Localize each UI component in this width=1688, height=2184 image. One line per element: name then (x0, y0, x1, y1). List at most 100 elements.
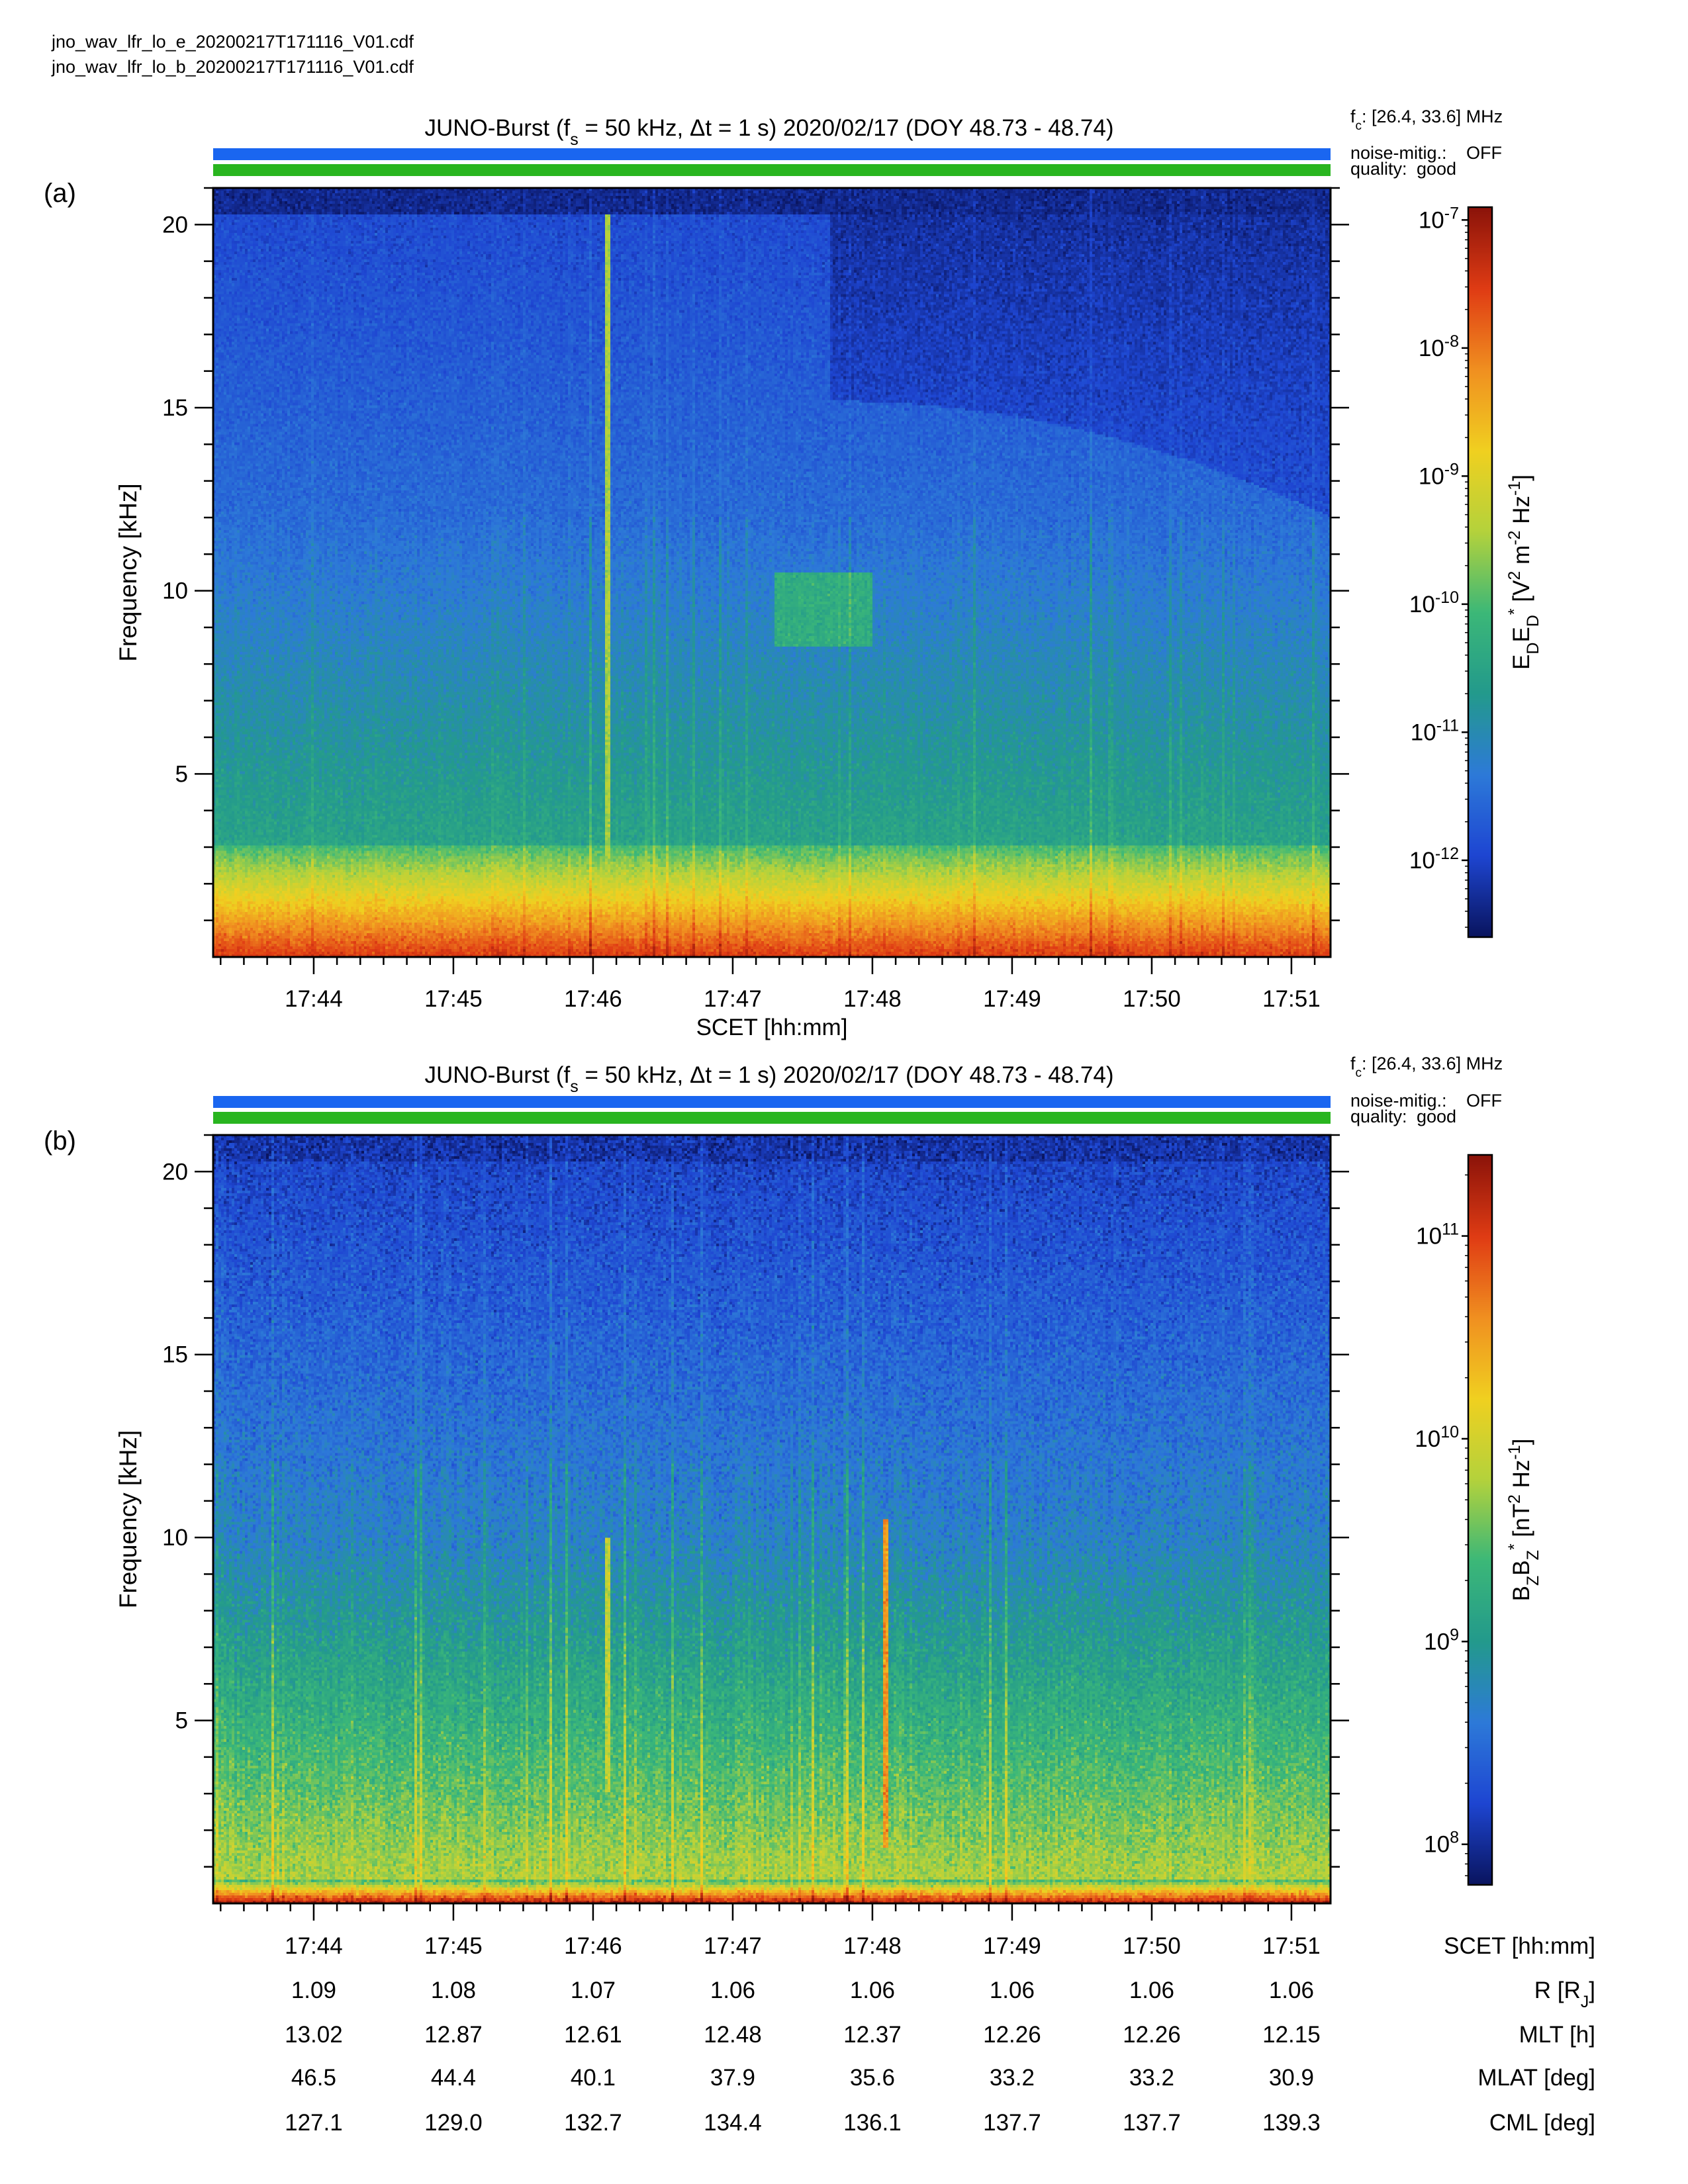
ephemeris-value: 12.37 (843, 2022, 902, 2048)
y-tick-label: 5 (175, 1708, 188, 1734)
ephemeris-value: 1.06 (850, 1978, 895, 2003)
x-tick-label: 17:51 (1262, 1933, 1321, 1959)
ephemeris-row-label: MLT [h] (1519, 2022, 1595, 2048)
noise-mitig-label: noise-mitig.: (1350, 1091, 1447, 1111)
ephemeris-value: 137.7 (1123, 2110, 1181, 2136)
y-tick-label: 10 (162, 578, 188, 604)
ephemeris-value: 1.09 (291, 1978, 336, 2003)
y-tick-label: 20 (162, 1159, 188, 1185)
ephemeris-value: 136.1 (843, 2110, 902, 2136)
ephemeris-value: 40.1 (571, 2065, 616, 2091)
quality-value: good (1417, 159, 1456, 179)
ephemeris-value: 12.48 (704, 2022, 762, 2048)
y-tick-label: 15 (162, 395, 188, 421)
ephemeris-row-label: MLAT [deg] (1477, 2065, 1595, 2091)
ephemeris-value: 1.06 (990, 1978, 1035, 2003)
ephemeris-value: 129.0 (424, 2110, 483, 2136)
ephemeris-value: 46.5 (291, 2065, 336, 2091)
file-name-e: jno_wav_lfr_lo_e_20200217T171116_V01.cdf (51, 32, 414, 52)
colorbar-tick-label: 10-12 (1409, 844, 1459, 874)
panel-label: (a) (44, 179, 76, 208)
noise-mitigation-bar (213, 1096, 1331, 1108)
ephemeris-value: 1.06 (1129, 1978, 1174, 2003)
plot-frame (212, 1134, 1332, 1905)
y-tick-label: 5 (175, 761, 188, 787)
quality-bar (213, 164, 1331, 176)
spectrogram-image (213, 1135, 1331, 1903)
noise-mitig-value: OFF (1466, 1091, 1502, 1111)
colorbar-tick-label: 1010 (1415, 1423, 1459, 1452)
ephemeris-value: 12.26 (983, 2022, 1041, 2048)
x-tick-label: 17:51 (1262, 986, 1321, 1012)
ephemeris-value: 13.02 (285, 2022, 343, 2048)
x-tick-label: 17:46 (564, 986, 622, 1012)
ephemeris-value: 12.15 (1262, 2022, 1321, 2048)
quality-label: quality: (1350, 1107, 1407, 1126)
noise-mitig-label: noise-mitig.: (1350, 143, 1447, 163)
x-tick-label: 17:48 (843, 986, 902, 1012)
ephemeris-value: 1.06 (710, 1978, 755, 2003)
x-tick-label: 17:44 (285, 1933, 343, 1959)
ephemeris-value: 12.26 (1123, 2022, 1181, 2048)
ephemeris-value: 1.06 (1269, 1978, 1314, 2003)
ephemeris-value: 44.4 (431, 2065, 476, 2091)
panel-title: JUNO-Burst (fs = 50 kHz, Δt = 1 s) 2020/… (425, 1062, 1114, 1096)
plot-frame (212, 187, 1332, 958)
y-axis-label: Frequency [kHz] (115, 1430, 142, 1608)
x-tick-label: 17:49 (983, 986, 1041, 1012)
colorbar-label: EDED* [V2 m-2 Hz-1] (1505, 475, 1542, 670)
ephemeris-value: 1.07 (571, 1978, 616, 2003)
ephemeris-value: 33.2 (1129, 2065, 1174, 2091)
ephemeris-value: 33.2 (990, 2065, 1035, 2091)
colorbar-label: BZBZ* [nT2 Hz-1] (1505, 1439, 1542, 1602)
ephemeris-row-label: CML [deg] (1489, 2110, 1595, 2136)
ephemeris-value: 12.61 (564, 2022, 622, 2048)
file-name-b: jno_wav_lfr_lo_b_20200217T171116_V01.cdf (51, 57, 414, 77)
colorbar-gradient (1468, 207, 1492, 937)
ephemeris-value: 35.6 (850, 2065, 895, 2091)
ephemeris-value: 12.87 (424, 2022, 483, 2048)
colorbar-tick-label: 1011 (1416, 1220, 1459, 1250)
y-axis-label: Frequency [kHz] (115, 483, 142, 661)
colorbar-tick-label: 108 (1424, 1829, 1459, 1858)
x-tick-label: 17:48 (843, 1933, 902, 1959)
y-tick-label: 20 (162, 212, 188, 238)
colorbar-tick-label: 10-11 (1411, 716, 1459, 745)
quality-value: good (1417, 1107, 1456, 1126)
panel-a: JUNO-Burst (fs = 50 kHz, Δt = 1 s) 2020/… (44, 107, 1542, 1040)
colorbar-tick-label: 10-9 (1419, 460, 1459, 489)
ephemeris-value: 132.7 (564, 2110, 622, 2136)
y-tick-label: 10 (162, 1525, 188, 1551)
ephemeris-value: 30.9 (1269, 2065, 1314, 2091)
panel-b: JUNO-Burst (fs = 50 kHz, Δt = 1 s) 2020/… (44, 1054, 1542, 1921)
x-axis-label: SCET [hh:mm] (1444, 1933, 1595, 1959)
ephemeris-value: 139.3 (1262, 2110, 1321, 2136)
panel-title: JUNO-Burst (fs = 50 kHz, Δt = 1 s) 2020/… (425, 115, 1114, 149)
ephemeris-value: 137.7 (983, 2110, 1041, 2136)
quality-bar (213, 1112, 1331, 1124)
x-tick-label: 17:44 (285, 986, 343, 1012)
x-tick-label: 17:45 (424, 986, 483, 1012)
colorbar-tick-label: 109 (1424, 1625, 1459, 1655)
colorbar-tick-label: 10-7 (1419, 204, 1459, 233)
x-tick-label: 17:47 (704, 1933, 762, 1959)
colorbar-frame (1467, 206, 1493, 938)
colorbar-tick-label: 10-8 (1419, 332, 1459, 361)
fc-label: fc: [26.4, 33.6] MHz (1350, 107, 1503, 133)
ephemeris-value: 127.1 (285, 2110, 343, 2136)
x-tick-label: 17:50 (1123, 986, 1181, 1012)
ephemeris-row-label: R [RJ] (1534, 1978, 1595, 2011)
colorbar-tick-label: 10-10 (1409, 588, 1459, 617)
x-tick-label: 17:49 (983, 1933, 1041, 1959)
x-tick-label: 17:50 (1123, 1933, 1181, 1959)
colorbar-gradient (1468, 1155, 1492, 1885)
spectrogram-image (213, 188, 1331, 957)
x-tick-label: 17:46 (564, 1933, 622, 1959)
quality-label: quality: (1350, 159, 1407, 179)
noise-mitigation-bar (213, 148, 1331, 160)
noise-mitig-value: OFF (1466, 143, 1502, 163)
ephemeris-value: 37.9 (710, 2065, 755, 2091)
panel-label: (b) (44, 1126, 76, 1156)
ephemeris-value: 134.4 (704, 2110, 762, 2136)
